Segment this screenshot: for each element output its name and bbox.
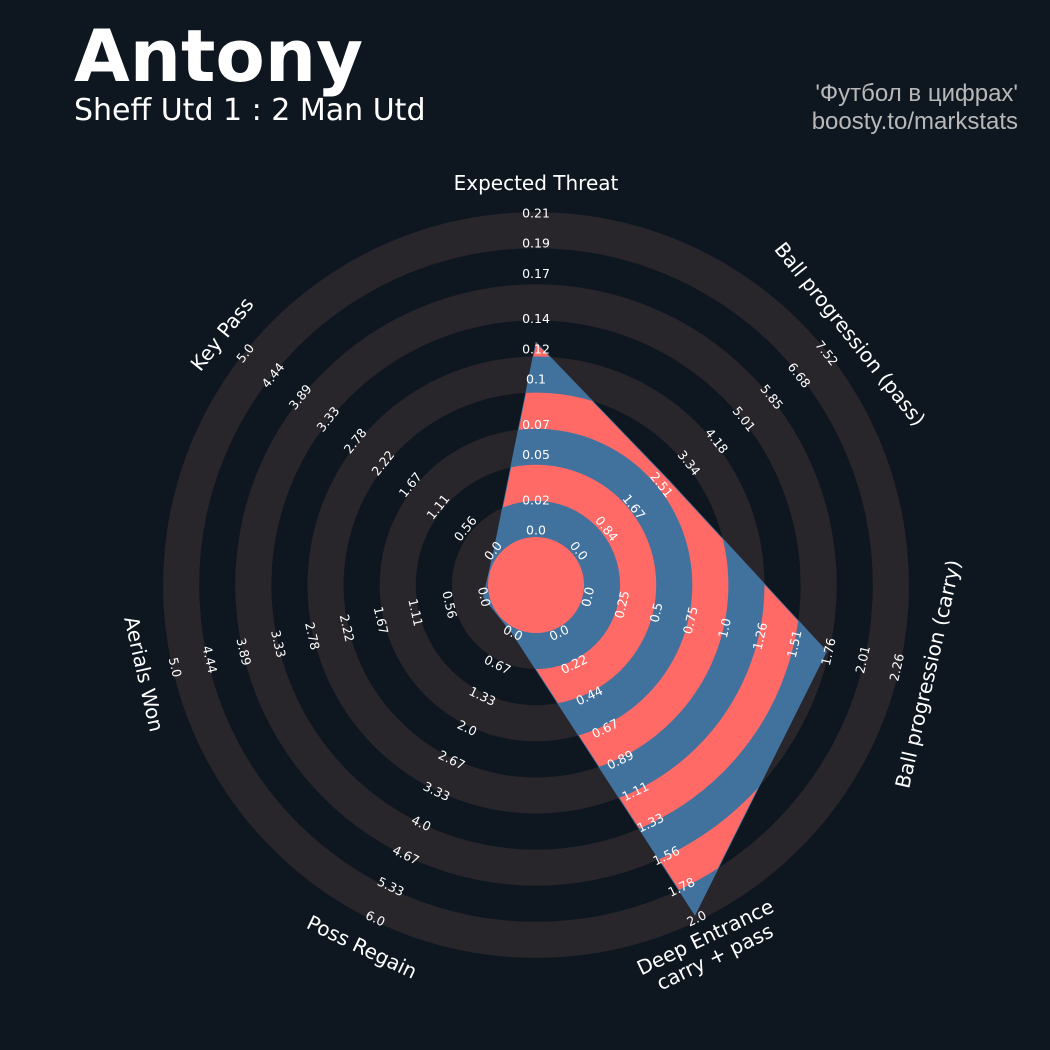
tick-label: 1.76 [818,636,839,667]
tick-label: 0.75 [680,605,701,635]
tick-label: 3.89 [233,636,254,667]
tick-label: 0.5 [647,601,666,624]
tick-label: 0.17 [522,266,550,281]
tick-label: 0.21 [522,206,550,221]
tick-label: 2.26 [886,652,907,683]
tick-label: 0.56 [439,589,460,620]
tick-label: 0.02 [522,492,550,507]
tick-label: 0.0 [475,585,494,608]
credit: boosty.to/markstats [811,108,1018,135]
tick-label: 0.1 [526,372,546,387]
tick-label: 0.14 [522,311,550,326]
tick-label: 0.0 [526,523,546,538]
tick-label: 1.11 [405,597,426,627]
value-ring [488,537,584,633]
tick-label: 0.07 [522,417,550,432]
tick-label: 5.0 [166,656,185,679]
tick-label: 1.67 [371,605,392,635]
tick-label: 2.22 [337,613,358,643]
tick-label: 0.25 [611,589,632,619]
tick-label: 0.0 [578,585,597,608]
tick-label: 1.26 [750,621,771,652]
tick-label: 2.78 [302,621,323,652]
tick-label: 1.0 [715,617,734,640]
tick-label: 3.33 [268,629,289,659]
tick-label: 0.19 [522,236,550,251]
credit: 'Футбол в цифрах' [815,80,1018,107]
parameter-label: Expected Threat [453,171,619,195]
tick-label: 4.44 [199,644,220,675]
tick-label: 0.05 [522,447,550,462]
chart-title: Antony [74,14,364,98]
radar-polygon [482,341,828,916]
tick-label: 2.01 [852,644,873,674]
tick-label: 1.51 [784,629,805,659]
tick-label: 0.12 [522,341,550,356]
chart-subtitle: Sheff Utd 1 : 2 Man Utd [74,93,426,128]
